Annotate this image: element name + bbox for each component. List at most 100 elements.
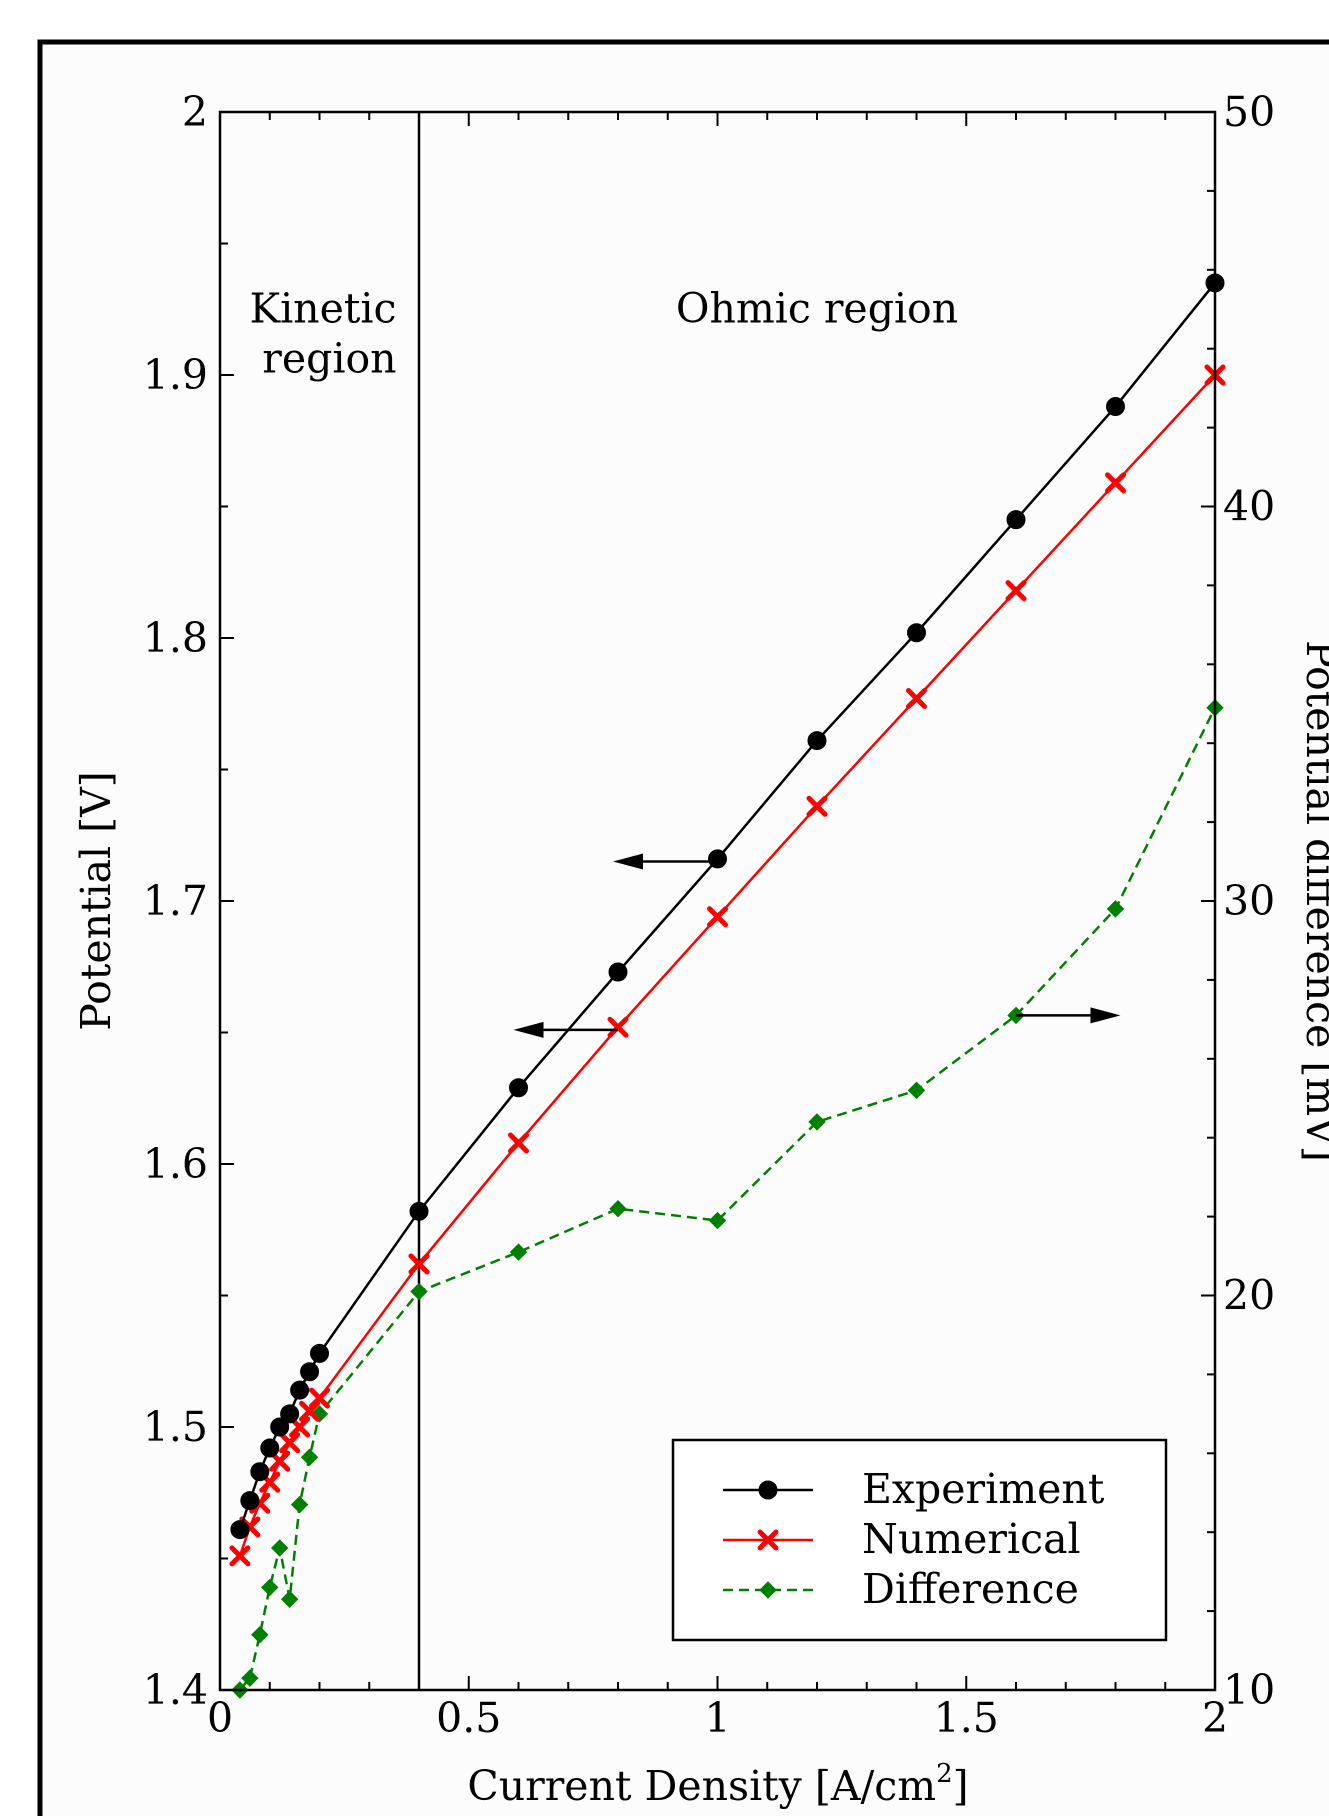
- ohmic-region-label: Ohmic region: [676, 285, 958, 333]
- data-point-difference: [300, 1448, 319, 1466]
- arrow-layer: [513, 853, 1121, 1038]
- kinetic-region-label: Kinetic region: [249, 285, 409, 383]
- data-point-numerical: [229, 1545, 251, 1567]
- legend-swatch-marker-difference: [759, 1581, 777, 1599]
- data-point-difference: [270, 1539, 289, 1557]
- data-point-difference: [280, 1590, 299, 1608]
- data-point-experiment: [300, 1362, 320, 1382]
- x-tick-label: 0: [207, 1694, 233, 1742]
- data-point-numerical-stroke-b: [279, 1432, 301, 1454]
- series-line-difference: [238, 707, 1217, 1691]
- data-point-experiment: [310, 1343, 329, 1363]
- series-layer: [229, 273, 1226, 1699]
- data-point-experiment: [260, 1438, 280, 1458]
- plot-area: [220, 112, 1215, 1690]
- data-point-difference: [509, 1243, 528, 1261]
- y-left-tick-label: 1.9: [143, 351, 208, 399]
- arrow-numerical-to-left-axis-head: [513, 1021, 544, 1038]
- data-point-experiment: [1106, 397, 1125, 417]
- data-point-difference: [251, 1626, 269, 1644]
- data-point-experiment: [608, 962, 628, 982]
- data-point-difference: [708, 1211, 727, 1230]
- data-point-numerical: [309, 1387, 330, 1409]
- arrow-difference-to-right-axis: [1016, 1007, 1121, 1024]
- y-left-tick-label: 1.6: [143, 1140, 208, 1188]
- y-right-tick-label: 50: [1223, 88, 1275, 136]
- data-point-difference: [808, 1113, 826, 1131]
- data-point-difference: [609, 1200, 627, 1218]
- arrow-experiment-to-left-axis-head: [613, 853, 644, 870]
- data-point-numerical: [806, 795, 828, 817]
- data-point-numerical-stroke-b: [229, 1545, 251, 1567]
- legend-label-numerical: Numerical: [862, 1515, 1081, 1563]
- y-axis-label-right: Potential difference [mV]: [1297, 640, 1329, 1162]
- arrow-experiment-to-left-axis: [613, 853, 718, 870]
- legend-swatch-marker-experiment: [758, 1480, 778, 1500]
- y-right-tick-label: 20: [1223, 1272, 1275, 1320]
- data-point-experiment: [270, 1417, 290, 1437]
- x-axis-label-main: Current Density [A/cm: [467, 1762, 936, 1810]
- data-point-experiment: [230, 1520, 250, 1540]
- data-point-numerical: [279, 1432, 301, 1454]
- data-point-numerical: [408, 1253, 430, 1275]
- data-point-numerical-stroke-b: [408, 1253, 430, 1275]
- x-tick-label: 1.5: [934, 1694, 999, 1742]
- data-point-numerical-stroke-b: [1105, 472, 1126, 494]
- y-left-tick-label: 1.8: [143, 614, 208, 662]
- arrow-difference-to-right-axis-head: [1090, 1007, 1121, 1024]
- y-left-tick-label: 1.5: [143, 1403, 208, 1451]
- data-point-numerical-stroke-b: [906, 687, 927, 709]
- data-point-experiment: [240, 1491, 260, 1511]
- kinetic-region-line-1: Kinetic: [249, 285, 396, 333]
- data-point-numerical-stroke-b: [269, 1450, 291, 1472]
- y-left-tick-label: 2: [182, 88, 208, 136]
- y-left-tick-label: 1.7: [143, 877, 208, 925]
- data-point-difference: [1106, 900, 1125, 918]
- data-point-experiment: [250, 1462, 270, 1482]
- data-point-numerical-stroke-b: [508, 1132, 529, 1154]
- y-right-tick-label: 40: [1223, 483, 1275, 531]
- y-right-tick-label: 30: [1223, 877, 1275, 925]
- data-point-numerical-stroke-b: [289, 1416, 311, 1438]
- data-point-difference: [410, 1282, 428, 1301]
- legend-swatches: [723, 1480, 813, 1599]
- x-tick-label: 0.5: [436, 1694, 501, 1742]
- data-point-experiment: [290, 1380, 310, 1400]
- y-axis-label-left: Potential [V]: [72, 771, 120, 1031]
- data-point-experiment: [807, 731, 827, 751]
- data-point-experiment: [907, 623, 926, 643]
- data-point-numerical: [508, 1132, 529, 1154]
- legend-swatch-marker-numerical: [757, 1529, 779, 1551]
- data-point-experiment: [708, 849, 727, 869]
- y-right-tick-label: 10: [1223, 1666, 1275, 1714]
- data-point-numerical-stroke-b: [309, 1387, 330, 1409]
- data-point-numerical-stroke-b: [607, 1016, 629, 1038]
- data-point-experiment: [509, 1078, 528, 1098]
- data-point-numerical: [1105, 472, 1126, 494]
- data-point-difference: [241, 1669, 259, 1687]
- legend-label-experiment: Experiment: [862, 1465, 1105, 1513]
- data-point-difference: [907, 1081, 926, 1100]
- legend-label-difference: Difference: [862, 1565, 1079, 1613]
- data-point-experiment: [409, 1201, 429, 1221]
- data-point-numerical-stroke-b: [1005, 580, 1027, 602]
- data-point-experiment: [280, 1404, 300, 1424]
- data-point-experiment: [1006, 510, 1026, 530]
- arrow-numerical-to-left-axis: [513, 1021, 618, 1038]
- data-point-difference: [261, 1578, 279, 1597]
- data-point-numerical: [707, 906, 728, 928]
- x-tick-label: 2: [1202, 1694, 1228, 1742]
- data-point-numerical: [906, 687, 927, 709]
- data-point-difference: [290, 1495, 309, 1514]
- data-point-numerical-stroke-b: [259, 1471, 281, 1493]
- x-axis-label-end: ]: [953, 1762, 969, 1810]
- y-left-tick-label: 1.4: [143, 1666, 208, 1714]
- legend-swatch-marker-numerical-stroke-b: [757, 1529, 779, 1551]
- legend: Experiment Numerical Difference: [671, 1438, 1168, 1642]
- data-point-numerical: [607, 1016, 629, 1038]
- data-point-numerical-stroke-b: [806, 795, 828, 817]
- data-point-numerical-stroke-b: [707, 906, 728, 928]
- kinetic-region-line-2: region: [262, 335, 396, 383]
